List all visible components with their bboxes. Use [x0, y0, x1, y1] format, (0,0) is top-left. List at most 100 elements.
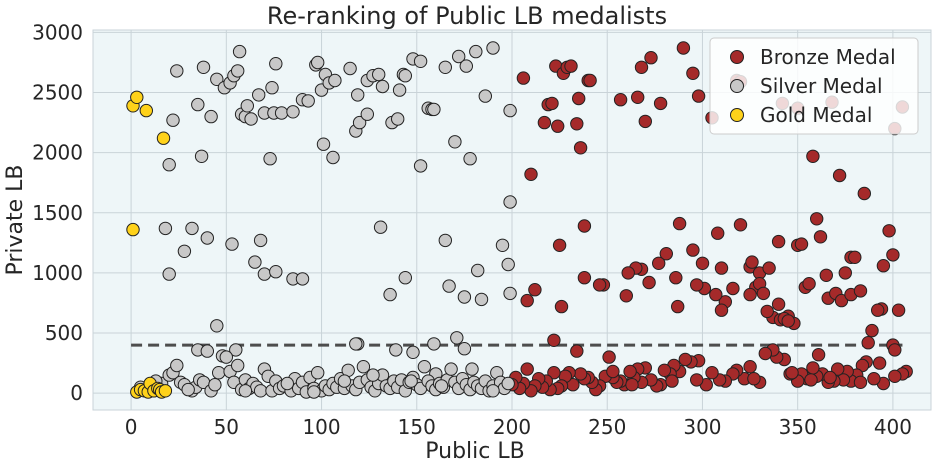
legend-label-silver: Silver Medal	[760, 74, 883, 98]
bronze-point	[758, 346, 772, 361]
y-tick-label: 2000	[32, 141, 83, 165]
silver-point	[501, 376, 515, 391]
bronze-point	[871, 303, 885, 317]
bronze-point	[733, 218, 748, 232]
silver-point	[478, 89, 492, 103]
bronze-point	[756, 286, 771, 301]
bronze-point	[709, 287, 723, 302]
bronze-point	[867, 372, 881, 386]
y-tick-label: 500	[45, 321, 83, 345]
bronze-point	[516, 71, 531, 85]
silver-point	[503, 195, 517, 209]
silver-point	[208, 378, 222, 392]
x-tick-label: 300	[683, 415, 721, 439]
silver-point	[229, 343, 243, 357]
silver-point	[253, 384, 268, 398]
silver-point	[265, 81, 279, 95]
bronze-point	[657, 363, 672, 377]
silver-point	[269, 265, 283, 279]
bronze-point	[834, 293, 849, 308]
silver-point	[452, 49, 466, 64]
bronze-point	[747, 372, 761, 386]
x-tick-label: 250	[588, 415, 626, 439]
silver-point	[244, 112, 258, 126]
bronze-point	[573, 367, 588, 381]
silver-point	[162, 267, 176, 281]
bronze-point	[551, 119, 565, 133]
bronze-point	[577, 271, 592, 285]
bronze-point	[745, 255, 759, 269]
bronze-point	[583, 73, 597, 88]
series-silver	[133, 41, 517, 399]
silver-point	[326, 150, 340, 165]
bronze-point	[743, 360, 757, 374]
silver-point	[349, 337, 363, 351]
x-tick-label: 200	[493, 415, 531, 439]
x-tick-label: 0	[125, 415, 138, 439]
silver-point	[366, 368, 380, 382]
bronze-point	[552, 238, 567, 253]
bronze-point	[665, 374, 679, 388]
silver-point	[351, 88, 365, 102]
silver-point	[392, 83, 407, 97]
silver-point	[311, 55, 325, 70]
gold-point	[130, 90, 144, 105]
chart-title: Re-ranking of Public LB medalists	[267, 2, 667, 30]
bronze-point	[572, 91, 586, 106]
silver-point	[191, 97, 205, 112]
bronze-point	[886, 248, 900, 262]
gold-point	[158, 384, 173, 398]
bronze-point	[882, 224, 896, 238]
bronze-point	[634, 60, 649, 75]
bronze-point	[785, 366, 799, 380]
silver-point	[448, 135, 462, 149]
bronze-point	[564, 59, 578, 73]
bronze-point	[631, 90, 645, 105]
bronze-point	[690, 278, 704, 292]
silver-point	[253, 233, 268, 248]
bronze-point	[806, 149, 820, 164]
silver-point	[185, 221, 199, 236]
silver-point	[181, 382, 195, 397]
silver-point	[444, 362, 458, 376]
data-points	[126, 41, 913, 399]
bronze-point	[613, 93, 628, 107]
bronze-point	[524, 167, 538, 182]
silver-point	[469, 44, 483, 59]
bronze-point	[857, 186, 871, 201]
legend-box	[709, 37, 919, 135]
x-tick-label: 150	[398, 415, 436, 439]
legend-marker-silver	[730, 79, 744, 93]
bronze-point	[686, 66, 700, 81]
bronze-point	[832, 168, 847, 183]
bronze-point	[891, 303, 906, 317]
silver-point	[210, 72, 224, 87]
y-tick-label: 2500	[32, 81, 83, 105]
bronze-point	[619, 289, 633, 303]
silver-point	[231, 358, 245, 373]
bronze-point	[865, 323, 879, 338]
silver-point	[471, 263, 485, 278]
bronze-point	[810, 212, 824, 226]
silver-point	[200, 344, 215, 358]
y-tick-label: 1500	[32, 201, 83, 225]
x-tick-label: 100	[302, 415, 340, 439]
silver-point	[352, 115, 367, 130]
silver-point	[212, 366, 226, 380]
silver-point	[252, 88, 266, 102]
silver-point	[158, 221, 173, 236]
silver-point	[486, 384, 500, 398]
silver-point	[398, 271, 412, 285]
silver-point	[231, 64, 245, 78]
bronze-point	[606, 364, 620, 379]
bronze-point	[686, 243, 700, 257]
bronze-point	[554, 299, 569, 314]
bronze-point	[714, 261, 729, 275]
legend: Bronze Medal Silver Medal Gold Medal	[709, 37, 919, 135]
silver-point	[166, 113, 180, 127]
bronze-point	[695, 256, 710, 270]
silver-point	[232, 44, 247, 59]
legend-marker-bronze	[730, 50, 744, 64]
bronze-point	[625, 378, 639, 392]
